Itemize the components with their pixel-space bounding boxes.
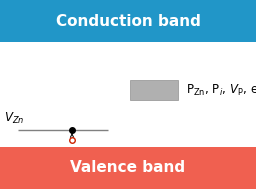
Bar	[130, 80, 178, 100]
Text: $V_{\mathregular{Zn}}$: $V_{\mathregular{Zn}}$	[4, 111, 24, 126]
Text: P$_{\mathregular{Zn}}$, P$_i$, $V_{\mathregular{P}}$, etc: P$_{\mathregular{Zn}}$, P$_i$, $V_{\math…	[186, 82, 256, 98]
Text: Valence band: Valence band	[70, 160, 186, 176]
Bar	[0, 147, 256, 189]
Text: Conduction band: Conduction band	[56, 13, 200, 29]
Bar	[0, 0, 256, 42]
